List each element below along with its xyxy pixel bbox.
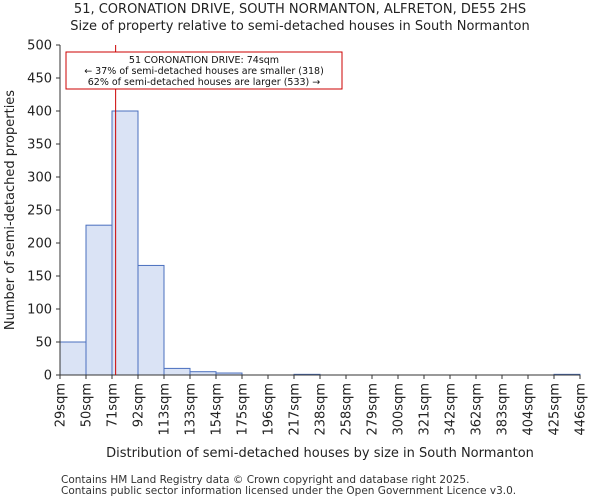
chart-title: 51, CORONATION DRIVE, SOUTH NORMANTON, A… <box>73 2 527 17</box>
footer-line-1: Contains HM Land Registry data © Crown c… <box>61 474 470 486</box>
y-tick-label: 150 <box>27 270 52 285</box>
x-tick-label: 113sqm <box>158 383 173 436</box>
y-tick-label: 500 <box>27 39 52 54</box>
bar-71sqm <box>111 110 139 376</box>
y-tick-label: 100 <box>27 303 52 318</box>
annotation-line-3: 62% of semi-detached houses are larger (… <box>88 77 321 88</box>
bars-group <box>59 110 581 376</box>
footer-line-2: Contains public sector information licen… <box>61 485 517 497</box>
x-tick-label: 71sqm <box>106 383 121 427</box>
x-tick-label: 50sqm <box>80 383 95 427</box>
x-tick-label: 404sqm <box>522 383 537 436</box>
y-tick-label: 250 <box>27 204 52 219</box>
x-tick-label: 300sqm <box>392 383 407 436</box>
x-axis-label: Distribution of semi-detached houses by … <box>106 446 534 461</box>
x-tick-label: 217sqm <box>288 383 303 436</box>
annotation-line-2: ← 37% of semi-detached houses are smalle… <box>84 66 324 77</box>
x-tick-label: 383sqm <box>496 383 511 436</box>
x-tick-label: 446sqm <box>574 383 589 436</box>
y-tick-label: 450 <box>27 72 52 87</box>
x-tick-label: 29sqm <box>54 383 69 427</box>
x-tick-label: 238sqm <box>314 383 329 436</box>
bar-29sqm <box>59 341 87 376</box>
x-tick-label: 154sqm <box>210 383 225 436</box>
x-tick-label: 175sqm <box>236 383 251 436</box>
x-tick-label: 342sqm <box>444 383 459 436</box>
annotation-line-1: 51 CORONATION DRIVE: 74sqm <box>129 55 279 66</box>
bar-113sqm <box>163 367 191 376</box>
y-ticks-group: 0 50 100 150 200 250 300 350 400 450 500 <box>27 39 60 384</box>
y-tick-label: 300 <box>27 171 52 186</box>
bar-92sqm <box>137 264 165 376</box>
y-tick-label: 0 <box>44 369 52 384</box>
x-ticks-group: 29sqm 50sqm 71sqm 92sqm 113sqm 133sqm 154sqm 17… <box>54 375 589 436</box>
y-tick-label: 200 <box>27 237 52 252</box>
annotation-box <box>65 51 343 90</box>
x-tick-label: 279sqm <box>366 383 381 436</box>
y-tick-label: 350 <box>27 138 52 153</box>
x-tick-label: 362sqm <box>470 383 485 436</box>
x-tick-label: 258sqm <box>340 383 355 436</box>
bar-50sqm <box>85 224 113 376</box>
marker-group: 51 CORONATION DRIVE: 74sqm← 37% of semi-… <box>65 45 343 375</box>
x-tick-label: 92sqm <box>132 383 147 427</box>
x-tick-label: 196sqm <box>262 383 277 436</box>
y-axis-label: Number of semi-detached properties <box>3 90 18 330</box>
y-tick-label: 50 <box>35 336 52 351</box>
y-tick-label: 400 <box>27 105 52 120</box>
x-tick-label: 321sqm <box>418 383 433 436</box>
x-tick-label: 425sqm <box>548 383 563 436</box>
x-tick-label: 133sqm <box>184 383 199 436</box>
chart-subtitle: Size of property relative to semi-detach… <box>70 19 530 34</box>
